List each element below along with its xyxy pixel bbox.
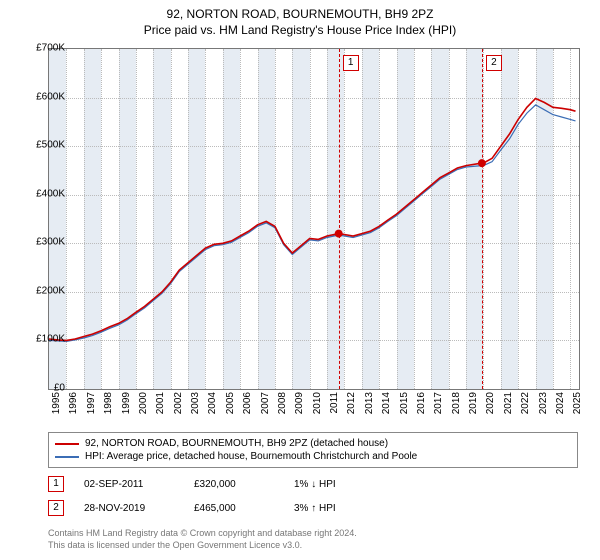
series-hpi xyxy=(49,105,576,342)
title-line-2: Price paid vs. HM Land Registry's House … xyxy=(144,23,456,37)
sale-marker-1: 1 xyxy=(48,476,64,492)
sale-delta-2: 3% ↑ HPI xyxy=(294,503,336,514)
sale-marker-flag: 1 xyxy=(343,55,359,71)
x-tick-label: 2025 xyxy=(572,392,583,414)
x-tick-label: 1997 xyxy=(86,392,97,414)
sale-price-2: £465,000 xyxy=(194,503,274,514)
sale-price-1: £320,000 xyxy=(194,479,274,490)
plot-svg xyxy=(49,49,579,389)
sale-row-1: 1 02-SEP-2011 £320,000 1% ↓ HPI xyxy=(48,476,578,492)
footer-attribution: Contains HM Land Registry data © Crown c… xyxy=(48,528,578,551)
y-tick-label: £600K xyxy=(36,91,65,102)
x-tick-label: 2021 xyxy=(503,392,514,414)
x-tick-label: 2005 xyxy=(225,392,236,414)
x-tick-label: 2012 xyxy=(346,392,357,414)
x-tick-label: 2018 xyxy=(451,392,462,414)
sale-marker-2: 2 xyxy=(48,500,64,516)
x-tick-label: 2001 xyxy=(155,392,166,414)
chart-container: 92, NORTON ROAD, BOURNEMOUTH, BH9 2PZ Pr… xyxy=(0,0,600,560)
legend-label-property: 92, NORTON ROAD, BOURNEMOUTH, BH9 2PZ (d… xyxy=(85,438,388,449)
x-tick-label: 2000 xyxy=(138,392,149,414)
legend-box: 92, NORTON ROAD, BOURNEMOUTH, BH9 2PZ (d… xyxy=(48,432,578,468)
y-tick-label: £500K xyxy=(36,140,65,151)
x-tick-label: 2016 xyxy=(416,392,427,414)
y-tick-label: £200K xyxy=(36,285,65,296)
series-property xyxy=(49,99,576,341)
x-tick-label: 2024 xyxy=(555,392,566,414)
x-tick-label: 2010 xyxy=(312,392,323,414)
footer-line-1: Contains HM Land Registry data © Crown c… xyxy=(48,528,357,538)
x-tick-label: 1995 xyxy=(51,392,62,414)
x-tick-label: 2009 xyxy=(294,392,305,414)
sale-marker-flag: 2 xyxy=(486,55,502,71)
x-tick-label: 2006 xyxy=(242,392,253,414)
chart-title: 92, NORTON ROAD, BOURNEMOUTH, BH9 2PZ Pr… xyxy=(0,0,600,38)
x-tick-label: 1998 xyxy=(103,392,114,414)
legend-swatch-hpi xyxy=(55,456,79,458)
x-tick-label: 2004 xyxy=(207,392,218,414)
x-tick-label: 2017 xyxy=(433,392,444,414)
y-tick-label: £700K xyxy=(36,43,65,54)
sale-delta-1: 1% ↓ HPI xyxy=(294,479,336,490)
title-line-1: 92, NORTON ROAD, BOURNEMOUTH, BH9 2PZ xyxy=(167,7,434,21)
x-tick-label: 2011 xyxy=(329,392,340,414)
x-tick-label: 2008 xyxy=(277,392,288,414)
sale-date-2: 28-NOV-2019 xyxy=(84,503,174,514)
sale-date-1: 02-SEP-2011 xyxy=(84,479,174,490)
legend-label-hpi: HPI: Average price, detached house, Bour… xyxy=(85,451,417,462)
x-tick-label: 2022 xyxy=(520,392,531,414)
x-tick-label: 2019 xyxy=(468,392,479,414)
y-tick-label: £100K xyxy=(36,334,65,345)
legend-row-hpi: HPI: Average price, detached house, Bour… xyxy=(55,450,571,463)
x-tick-label: 1999 xyxy=(121,392,132,414)
x-tick-label: 2007 xyxy=(260,392,271,414)
x-tick-label: 2015 xyxy=(399,392,410,414)
legend-swatch-property xyxy=(55,443,79,445)
legend-row-property: 92, NORTON ROAD, BOURNEMOUTH, BH9 2PZ (d… xyxy=(55,437,571,450)
x-tick-label: 2002 xyxy=(173,392,184,414)
y-tick-label: £300K xyxy=(36,237,65,248)
plot-area: 12 xyxy=(48,48,580,390)
x-tick-label: 2003 xyxy=(190,392,201,414)
y-tick-label: £400K xyxy=(36,188,65,199)
x-tick-label: 1996 xyxy=(68,392,79,414)
x-tick-label: 2020 xyxy=(485,392,496,414)
footer-line-2: This data is licensed under the Open Gov… xyxy=(48,540,302,550)
x-tick-label: 2023 xyxy=(538,392,549,414)
sale-row-2: 2 28-NOV-2019 £465,000 3% ↑ HPI xyxy=(48,500,578,516)
x-tick-label: 2014 xyxy=(381,392,392,414)
x-tick-label: 2013 xyxy=(364,392,375,414)
